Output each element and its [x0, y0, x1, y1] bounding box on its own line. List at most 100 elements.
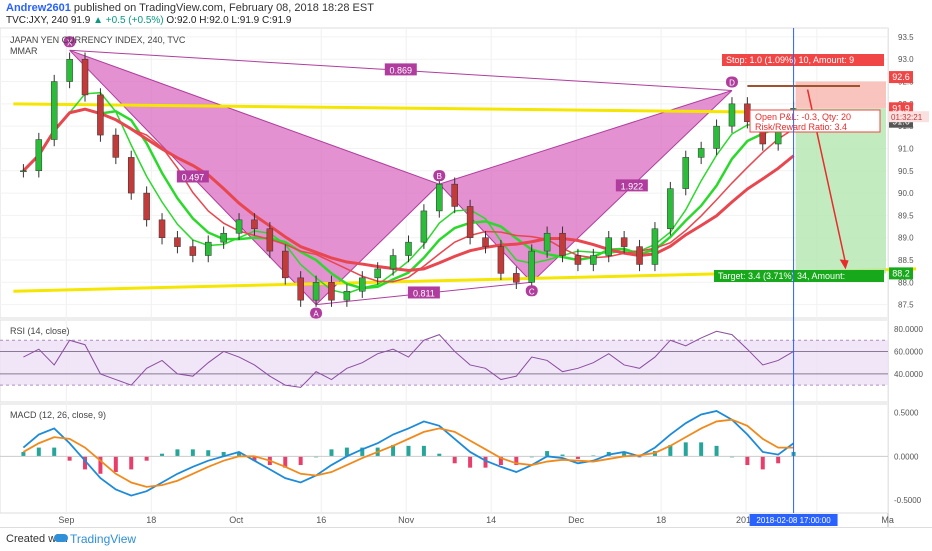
candle-body	[389, 255, 397, 270]
macd-histogram-bar	[683, 442, 688, 457]
macd-histogram-bar	[514, 456, 519, 466]
price-label: 91.9	[892, 103, 910, 113]
candle-body	[143, 192, 150, 221]
symbol-header: TVC:JXY, 240 91.9 ▲ +0.5 (+0.5%) O:92.0 …	[6, 15, 291, 26]
macd-histogram-bar	[760, 456, 765, 470]
candle-body	[528, 250, 535, 283]
target-label: Target: 3.4 (3.71%) 34, Amount:	[718, 271, 845, 281]
author-link[interactable]: Andrew2601	[6, 2, 71, 14]
macd-histogram-bar	[190, 449, 195, 457]
pnl-box	[749, 109, 881, 133]
price-change: ▲ +0.5 (+0.5%)	[93, 15, 164, 26]
candle-body	[127, 157, 135, 194]
candle-body	[220, 232, 227, 243]
candle-body	[466, 206, 474, 238]
rsi-tick-label: 80.0000	[894, 325, 923, 334]
publish-header: Andrew2601 published on TradingView.com,…	[6, 2, 374, 14]
pattern-ratio-label: 0.811	[413, 288, 435, 298]
pattern-point-label: A	[313, 310, 319, 319]
price-label: 88.2	[892, 268, 910, 278]
macd-histogram-bar	[714, 445, 719, 457]
price-tick-label: 90.5	[898, 167, 914, 176]
pattern-ratio-box	[176, 170, 209, 183]
price-tick-label: 91.0	[898, 144, 914, 153]
pattern-point-label: X	[67, 38, 73, 47]
pattern-ratio-label: 0.497	[182, 172, 205, 182]
candle-body	[559, 232, 566, 256]
macd-histogram-bar	[129, 456, 134, 470]
candle-body	[497, 246, 505, 274]
created-with-text: Created with	[6, 533, 68, 545]
macd-histogram-bar	[237, 451, 242, 457]
candle-body	[266, 228, 274, 252]
pattern-point-label: D	[729, 78, 735, 87]
price-label-box	[889, 71, 913, 84]
macd-tick-label: -0.5000	[894, 496, 922, 505]
pattern-point-label: C	[529, 287, 535, 296]
macd-histogram-bar	[52, 447, 57, 457]
price-panel[interactable]: X A B C D 0.869 0.497 1.922 0.811 JAPAN YEN CURRE…	[10, 35, 917, 319]
tradingview-brand-link[interactable]: TradingView	[70, 532, 137, 546]
macd-histogram-bar	[545, 451, 550, 457]
macd-histogram-bar	[575, 456, 580, 459]
macd-histogram-bar	[283, 456, 288, 468]
target-box	[714, 270, 884, 282]
macd-histogram-bar	[406, 445, 411, 457]
ma-green-6	[22, 107, 795, 290]
candle-body	[713, 125, 720, 149]
footer: Created with TradingView	[0, 527, 932, 551]
price-tick-label: 90.0	[898, 189, 914, 198]
macd-panel[interactable]: MACD (12, 26, close, 9)	[0, 410, 888, 497]
x-tick-label: Sep	[58, 515, 74, 525]
published-text: published on TradingView.com, February 0…	[73, 2, 374, 14]
candle-body	[81, 58, 89, 96]
macd-histogram-bar	[21, 451, 26, 457]
last-price: 91.9	[70, 15, 91, 26]
candle-body	[543, 232, 551, 252]
price-tick-label: 87.5	[898, 301, 914, 310]
x-tick-label: 14	[486, 515, 496, 525]
candle-body	[636, 246, 643, 265]
macd-histogram-bar	[483, 456, 488, 468]
candle-body	[744, 103, 751, 122]
price-tick-label: 89.0	[898, 234, 914, 243]
price-tick-label: 89.5	[898, 211, 914, 220]
candle-body	[682, 157, 690, 189]
candle-body	[605, 237, 612, 256]
candle-body	[312, 282, 320, 301]
pattern-point-B	[433, 170, 446, 182]
macd-histogram-bar	[560, 454, 565, 457]
candle-body	[20, 170, 27, 173]
macd-histogram-bar	[622, 451, 627, 457]
macd-histogram-bar	[498, 456, 503, 466]
candle-body	[651, 228, 659, 265]
open-pnl-label: Open P&L: -0.3, Qty: 20	[755, 112, 851, 122]
candle-body	[174, 237, 181, 247]
candle-body	[620, 237, 628, 247]
candle-body	[590, 255, 597, 265]
x-tick-label: Oct	[229, 515, 244, 525]
ohlc-values: O:92.0 H:92.0 L:91.9 C:91.9	[166, 15, 292, 26]
macd-histogram-bar	[468, 456, 473, 468]
x-tick-label: 18	[146, 515, 156, 525]
chart-title: JAPAN YEN CURRENCY INDEX, 240, TVC	[10, 35, 186, 45]
x-tick-label: Ma	[881, 515, 894, 525]
rsi-panel[interactable]: RSI (14, close)	[0, 326, 888, 388]
pattern-point-X	[63, 36, 76, 48]
macd-histogram-bar	[36, 447, 41, 457]
macd-histogram-bar	[83, 456, 88, 470]
candle-body	[667, 188, 674, 230]
price-tick-label: 88.0	[898, 278, 914, 287]
pattern-point-A	[310, 307, 323, 319]
candle-body	[420, 210, 428, 243]
macd-histogram-bar	[144, 456, 149, 461]
symbol-text[interactable]: TVC:JXY, 240	[6, 15, 69, 26]
price-tick-label: 93.0	[898, 55, 914, 64]
price-label-box	[889, 267, 913, 280]
pattern-ratio-label: 0.869	[390, 65, 413, 75]
pattern-ratio-box	[384, 63, 417, 76]
candle-body	[513, 273, 520, 283]
x-tick-label: 2018	[736, 515, 756, 525]
macd-histogram-bar	[745, 456, 750, 466]
